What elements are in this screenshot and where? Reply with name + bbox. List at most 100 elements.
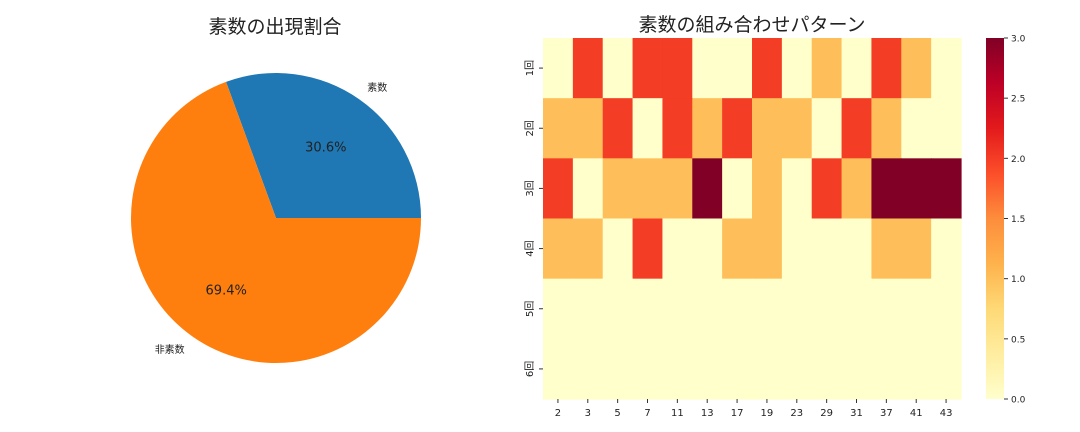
- heatmap-cell: [841, 218, 873, 280]
- heatmap-cell: [841, 158, 873, 220]
- heatmap-cell: [692, 38, 723, 99]
- heatmap-cell: [632, 98, 664, 159]
- heatmap-cell: [722, 218, 753, 280]
- heatmap-cell: [901, 338, 932, 400]
- x-tick-label: 7: [644, 408, 650, 419]
- heatmap-cell: [572, 338, 604, 400]
- heatmap-cell: [931, 278, 962, 340]
- y-tick-label: 3回: [524, 180, 536, 196]
- y-tick-label: 6回: [524, 361, 536, 377]
- heatmap-cell: [901, 38, 932, 99]
- heatmap-cell: [602, 338, 634, 400]
- colorbar-tick-label: 1.5: [1011, 215, 1025, 225]
- x-tick-label: 11: [671, 408, 684, 419]
- heatmap-cell: [722, 38, 753, 99]
- heatmap-cell: [602, 158, 634, 220]
- heatmap-cell: [871, 98, 902, 159]
- heatmap-cell: [841, 38, 873, 99]
- heatmap-cell: [662, 38, 693, 99]
- pie-percent-label: 30.6%: [305, 141, 346, 156]
- heatmap-cell: [602, 278, 634, 340]
- colorbar-tick-label: 3.0: [1011, 35, 1026, 45]
- heatmap-cell: [781, 278, 813, 340]
- heatmap-cell: [572, 158, 604, 220]
- heatmap-cell: [722, 278, 753, 340]
- heatmap-cell: [692, 278, 723, 340]
- heatmap-cell: [543, 278, 574, 340]
- pie-category-label: 素数: [367, 81, 387, 94]
- heatmap-cell: [572, 278, 604, 340]
- heatmap-cell: [662, 338, 693, 400]
- heatmap-cell: [752, 38, 783, 99]
- heatmap-cell: [632, 338, 664, 400]
- x-tick-label: 5: [614, 408, 620, 419]
- heatmap-cell: [871, 158, 902, 220]
- heatmap-cell: [752, 98, 783, 159]
- pie-labels: 30.6% 素数 69.4% 非素数: [155, 81, 388, 356]
- heatmap-cell: [871, 38, 902, 99]
- heatmap-cell: [811, 218, 843, 280]
- heatmap-cell: [841, 278, 873, 340]
- heatmap-y-ticks: 1回 2回 3回 4回 5回 6回: [524, 60, 543, 377]
- heatmap-cell: [781, 338, 813, 400]
- heatmap-cell: [692, 218, 723, 280]
- heatmap-cell: [811, 278, 843, 340]
- pie-chart-title: 素数の出現割合: [208, 16, 341, 38]
- heatmap-cell: [781, 158, 813, 220]
- heatmap-cell: [543, 98, 574, 159]
- heatmap-cell: [901, 218, 932, 280]
- heatmap-cell: [811, 158, 843, 220]
- pie-percent-label: 69.4%: [206, 283, 247, 298]
- heatmap-cell: [692, 158, 723, 220]
- heatmap-cell: [871, 278, 902, 340]
- x-tick-label: 43: [940, 408, 953, 419]
- x-tick-label: 29: [820, 408, 833, 419]
- heatmap-cell: [901, 158, 932, 220]
- heatmap-cell: [931, 98, 962, 159]
- heatmap-cell: [722, 338, 753, 400]
- heatmap-title: 素数の組み合わせパターン: [638, 14, 865, 36]
- heatmap-cell: [692, 338, 723, 400]
- heatmap-cell: [931, 218, 962, 280]
- heatmap-cell: [572, 98, 604, 159]
- heatmap-cell: [543, 38, 574, 99]
- colorbar: [986, 38, 1004, 399]
- pie-slices: [131, 72, 421, 363]
- pie-category-label: 非素数: [155, 343, 185, 356]
- heatmap-cell: [931, 338, 962, 400]
- heatmap-cell: [602, 38, 634, 99]
- heatmap-cell: [752, 278, 783, 340]
- heatmap-cell: [722, 158, 753, 220]
- heatmap-cell: [811, 338, 843, 400]
- heatmap-cell: [931, 38, 962, 99]
- colorbar-tick-label: 0.5: [1011, 335, 1025, 345]
- heatmap-cell: [752, 338, 783, 400]
- heatmap-cell: [632, 278, 664, 340]
- x-tick-label: 37: [880, 408, 893, 419]
- heatmap-cell: [632, 38, 664, 99]
- heatmap-cell: [722, 98, 753, 159]
- colorbar-tick-label: 2.0: [1011, 155, 1026, 165]
- heatmap-cell: [692, 98, 723, 159]
- y-tick-label: 5回: [524, 301, 536, 317]
- heatmap-cell: [781, 218, 813, 280]
- heatmap-cell: [811, 98, 843, 159]
- heatmap-cell: [871, 338, 902, 400]
- heatmap-cell: [871, 218, 902, 280]
- heatmap-cell: [543, 218, 574, 280]
- heatmap-cell: [662, 278, 693, 340]
- pie-slice: [226, 72, 421, 218]
- heatmap-cell: [901, 98, 932, 159]
- y-tick-label: 4回: [524, 240, 536, 256]
- y-tick-label: 1回: [524, 60, 536, 76]
- heatmap-cell: [662, 218, 693, 280]
- colorbar-ticks: 0.0 0.5 1.0 1.5 2.0 2.5 3.0: [1004, 35, 1026, 406]
- heatmap-cell: [841, 338, 873, 400]
- heatmap-cell: [901, 278, 932, 340]
- x-tick-label: 23: [790, 408, 803, 419]
- heatmap-cell: [781, 98, 813, 159]
- heatmap-cell: [811, 38, 843, 99]
- heatmap-cell: [841, 98, 873, 159]
- heatmap-cells: [543, 38, 962, 400]
- x-tick-label: 41: [910, 408, 923, 419]
